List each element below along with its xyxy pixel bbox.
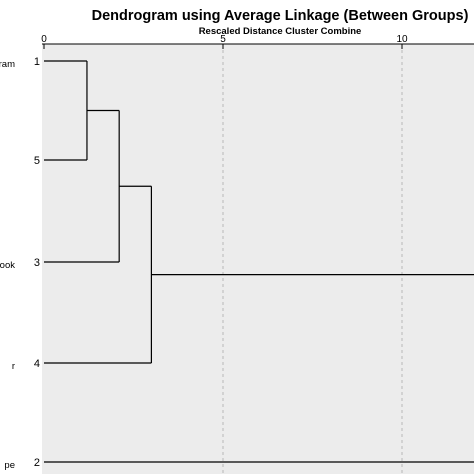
case-label-3: ook [0,260,15,271]
tick-label-5: 5 [220,34,226,45]
dendrogram-links [44,60,474,463]
case-number-1: 1 [34,56,40,68]
case-label-1: ram [0,59,15,70]
leaf-labels: 1 ram 5 3 ook 4 r 2 pe [0,56,40,471]
case-label-4: r [12,361,15,372]
chart-title: Dendrogram using Average Linkage (Betwee… [92,8,469,24]
case-number-5: 5 [34,155,40,167]
x-axis-ticks: 05101520 [41,34,408,49]
case-number-4: 4 [34,358,40,370]
plot-background [42,44,474,474]
case-number-3: 3 [34,257,40,269]
tick-label-10: 10 [396,34,408,45]
case-number-2: 2 [34,457,40,469]
tick-label-0: 0 [41,34,47,45]
case-label-2: pe [4,460,15,471]
x-axis-label: Rescaled Distance Cluster Combine [199,26,362,37]
